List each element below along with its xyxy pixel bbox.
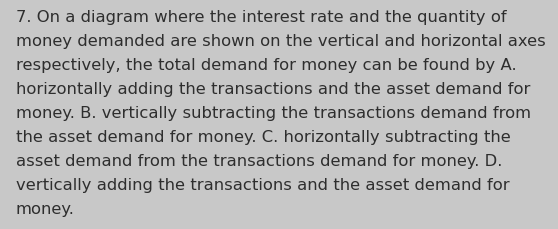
- Text: 7. On a diagram where the interest rate and the quantity of: 7. On a diagram where the interest rate …: [16, 10, 506, 25]
- Text: the asset demand for money. C. horizontally subtracting the: the asset demand for money. C. horizonta…: [16, 129, 511, 144]
- Text: asset demand from the transactions demand for money. D.: asset demand from the transactions deman…: [16, 153, 502, 168]
- Text: money demanded are shown on the vertical and horizontal axes: money demanded are shown on the vertical…: [16, 34, 545, 49]
- Text: money. B. vertically subtracting the transactions demand from: money. B. vertically subtracting the tra…: [16, 106, 531, 120]
- Text: vertically adding the transactions and the asset demand for: vertically adding the transactions and t…: [16, 177, 509, 192]
- Text: respectively, the total demand for money can be found by A.: respectively, the total demand for money…: [16, 58, 516, 73]
- Text: money.: money.: [16, 201, 75, 216]
- Text: horizontally adding the transactions and the asset demand for: horizontally adding the transactions and…: [16, 82, 530, 97]
